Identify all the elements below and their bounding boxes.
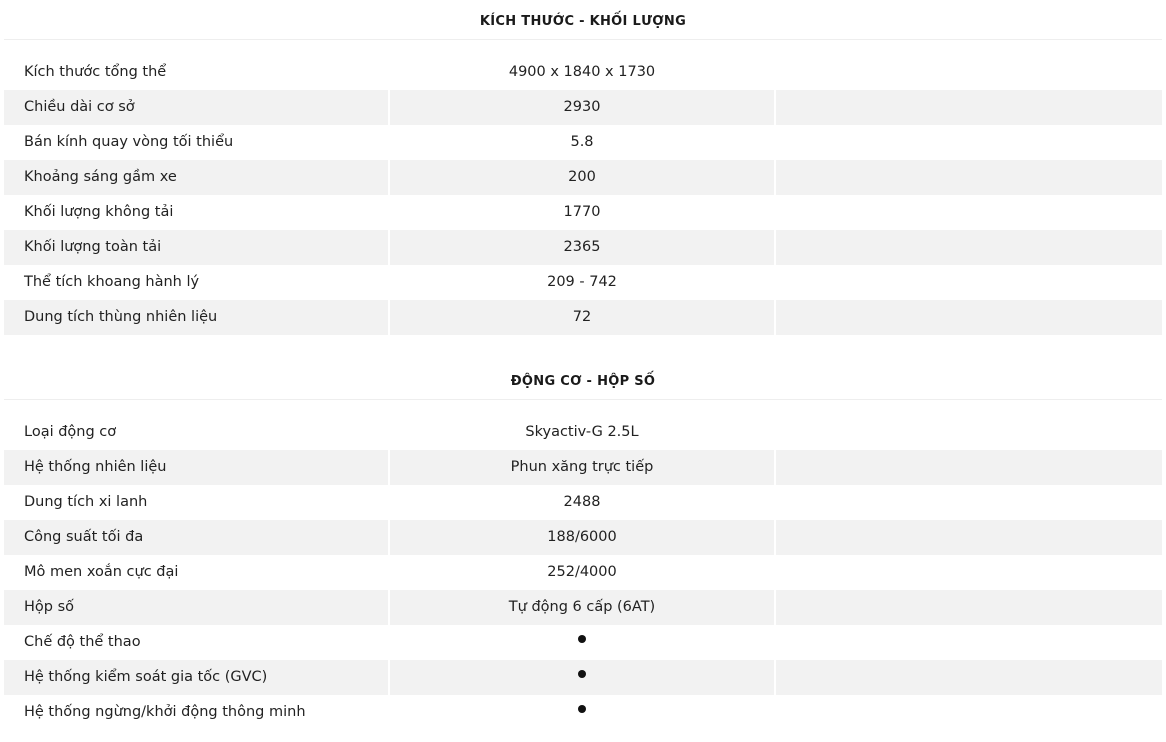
table-row: Dung tích xi lanh 2488 (4, 485, 1162, 520)
spec-extra (776, 555, 1162, 590)
spec-value: 4900 x 1840 x 1730 (508, 64, 656, 80)
table-row: Bán kính quay vòng tối thiểu 5.8 (4, 125, 1162, 160)
spec-label: Bán kính quay vòng tối thiểu (24, 134, 234, 150)
spec-value: 2488 (563, 494, 601, 510)
spec-value: Tự động 6 cấp (6AT) (390, 590, 774, 625)
spec-label: Hệ thống nhiên liệu (4, 450, 388, 485)
spec-label: Mô men xoắn cực đại (24, 564, 179, 580)
table-row: Công suất tối đa 188/6000 (4, 520, 1162, 555)
spec-value: 200 (390, 160, 774, 195)
spec-label: Hộp số (4, 590, 388, 625)
table-row: Chế độ thể thao (4, 625, 1162, 660)
bullet-dot-icon (578, 635, 586, 643)
spec-label: Khối lượng không tải (24, 204, 174, 220)
table-row: Thể tích khoang hành lý 209 - 742 (4, 265, 1162, 300)
table-row: Hộp số Tự động 6 cấp (6AT) (4, 590, 1162, 625)
spec-value: 72 (390, 300, 774, 335)
spec-value: 209 - 742 (547, 274, 617, 290)
spec-extra (776, 485, 1162, 520)
spec-value (390, 660, 774, 695)
table-row: Mô men xoắn cực đại 252/4000 (4, 555, 1162, 590)
spec-extra (776, 55, 1162, 90)
spec-value (390, 625, 774, 660)
spec-value: 2365 (390, 230, 774, 265)
bullet-dot-icon (578, 670, 586, 678)
spec-extra (776, 300, 1162, 335)
spec-label: Dung tích thùng nhiên liệu (4, 300, 388, 335)
spec-extra (776, 450, 1162, 485)
table-row: Chiều dài cơ sở 2930 (4, 90, 1162, 125)
section-engine-transmission: ĐỘNG CƠ - HỘP SỐ Loại động cơ Skyactiv-G… (4, 360, 1162, 730)
spec-extra (776, 265, 1162, 300)
table-row: Kích thước tổng thể 4900 x 1840 x 1730 (4, 55, 1162, 90)
spec-value: Phun xăng trực tiếp (390, 450, 774, 485)
spec-label: Chiều dài cơ sở (4, 90, 388, 125)
spec-value: Skyactiv-G 2.5L (525, 424, 639, 440)
spec-extra (776, 660, 1162, 695)
spec-label: Công suất tối đa (4, 520, 388, 555)
spec-label: Thể tích khoang hành lý (24, 274, 200, 290)
table-row: Khoảng sáng gầm xe 200 (4, 160, 1162, 195)
table-row: Loại động cơ Skyactiv-G 2.5L (4, 415, 1162, 450)
spec-extra (776, 590, 1162, 625)
spec-extra (776, 520, 1162, 555)
spec-value (390, 695, 774, 730)
spec-extra (776, 125, 1162, 160)
spec-label: Chế độ thể thao (24, 634, 141, 650)
spec-label: Khoảng sáng gầm xe (4, 160, 388, 195)
spec-label: Dung tích xi lanh (24, 494, 148, 510)
table-row: Dung tích thùng nhiên liệu 72 (4, 300, 1162, 335)
spec-label: Khối lượng toàn tải (4, 230, 388, 265)
spec-label: Loại động cơ (24, 424, 117, 440)
table-row: Hệ thống nhiên liệu Phun xăng trực tiếp (4, 450, 1162, 485)
table-row: Hệ thống kiểm soát gia tốc (GVC) (4, 660, 1162, 695)
bullet-dot-icon (578, 705, 586, 713)
spec-extra (776, 195, 1162, 230)
section-title: KÍCH THƯỚC - KHỐI LƯỢNG (4, 0, 1162, 40)
section-title: ĐỘNG CƠ - HỘP SỐ (4, 360, 1162, 400)
spec-label: Hệ thống kiểm soát gia tốc (GVC) (4, 660, 388, 695)
section-dimensions-weight: KÍCH THƯỚC - KHỐI LƯỢNG Kích thước tổng … (4, 0, 1162, 335)
spec-value: 1770 (563, 204, 601, 220)
table-row: Khối lượng toàn tải 2365 (4, 230, 1162, 265)
table-row: Khối lượng không tải 1770 (4, 195, 1162, 230)
spec-extra (776, 230, 1162, 265)
spec-extra (776, 160, 1162, 195)
spec-value: 2930 (390, 90, 774, 125)
spec-value: 252/4000 (547, 564, 617, 580)
spec-label: Hệ thống ngừng/khởi động thông minh (24, 704, 306, 720)
table-row: Hệ thống ngừng/khởi động thông minh (4, 695, 1162, 730)
spec-value: 5.8 (570, 134, 594, 150)
spec-extra (776, 415, 1162, 450)
spec-extra (776, 695, 1162, 730)
spec-label: Kích thước tổng thể (24, 64, 167, 80)
spec-extra (776, 625, 1162, 660)
spec-extra (776, 90, 1162, 125)
spec-value: 188/6000 (390, 520, 774, 555)
